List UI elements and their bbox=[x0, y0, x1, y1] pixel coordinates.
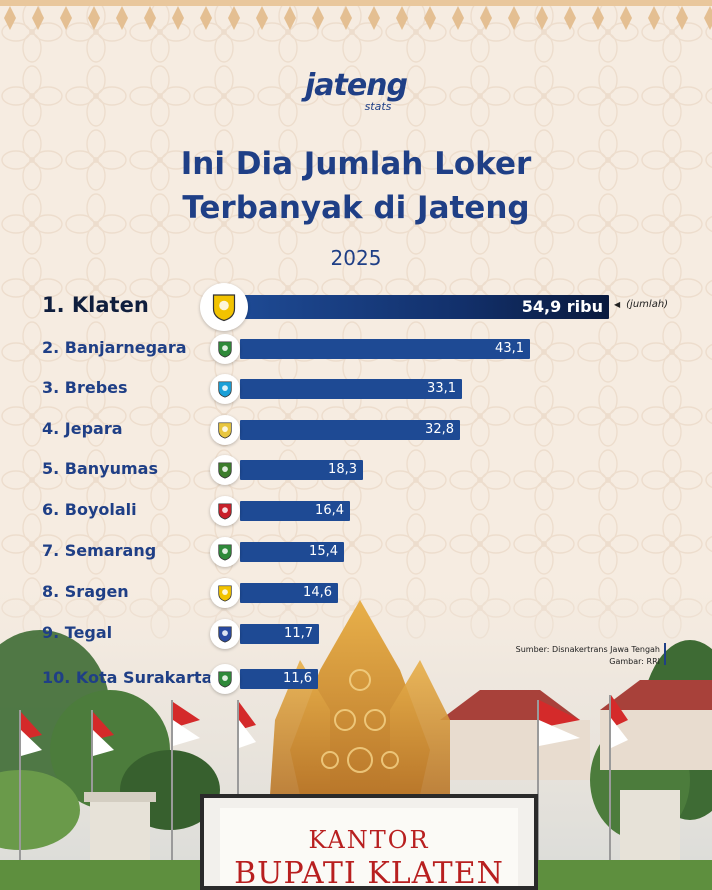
bar-value-label: 14,6 bbox=[303, 585, 332, 600]
source-divider bbox=[664, 643, 666, 665]
sragen-emblem-icon bbox=[210, 578, 240, 608]
title-line-1: Ini Dia Jumlah Loker bbox=[180, 146, 532, 182]
category-label: 3. Brebes bbox=[42, 378, 128, 397]
batik-background-pattern bbox=[0, 0, 712, 640]
tegal-emblem-icon bbox=[210, 619, 240, 649]
bar: 11,7 bbox=[240, 624, 319, 644]
sign-panel: KANTOR BUPATI KLATEN bbox=[220, 808, 518, 890]
bar-value-label: 43,1 bbox=[495, 341, 524, 356]
category-label: 4. Jepara bbox=[42, 419, 123, 438]
category-label: 7. Semarang bbox=[42, 541, 157, 560]
unit-note-text: (jumlah) bbox=[626, 299, 669, 310]
bar: 14,6 bbox=[240, 583, 338, 603]
bar-value-label: 18,3 bbox=[328, 462, 357, 477]
brand-logo: jateng stats bbox=[0, 68, 712, 113]
bar-value-label: 11,6 bbox=[283, 671, 312, 686]
category-label: 2. Banjarnegara bbox=[42, 338, 187, 357]
pointer-triangle-icon: ◀ bbox=[614, 300, 621, 309]
semarang-emblem-icon bbox=[210, 537, 240, 567]
category-label: 10. Kota Surakarta bbox=[42, 668, 213, 687]
klaten-emblem-icon bbox=[200, 283, 248, 331]
bar: 18,3 bbox=[240, 460, 363, 480]
category-label: 5. Banyumas bbox=[42, 459, 158, 478]
bar-value-label: 54,9 ribu bbox=[521, 297, 603, 316]
source-text: Sumber: Disnakertrans Jawa Tengah bbox=[515, 645, 660, 654]
bar-value-label: 16,4 bbox=[315, 503, 344, 518]
surakarta-emblem-icon bbox=[210, 664, 240, 694]
bar-value-label: 11,7 bbox=[284, 626, 313, 641]
banjarnegara-emblem-icon bbox=[210, 334, 240, 364]
category-label: 1. Klaten bbox=[42, 293, 149, 317]
bar: 16,4 bbox=[240, 501, 350, 521]
image-credit-text: Gambar: RRI bbox=[609, 657, 660, 666]
category-label: 6. Boyolali bbox=[42, 500, 137, 519]
kantor-sign: KANTOR BUPATI KLATEN bbox=[200, 794, 538, 890]
source-credit: Sumber: Disnakertrans Jawa Tengah Gambar… bbox=[516, 644, 660, 668]
boyolali-emblem-icon bbox=[210, 496, 240, 526]
banyumas-emblem-icon bbox=[210, 455, 240, 485]
jepara-emblem-icon bbox=[210, 415, 240, 445]
category-label: 9. Tegal bbox=[42, 623, 113, 642]
sign-line-2: BUPATI KLATEN bbox=[234, 856, 504, 890]
unit-note: ◀ (jumlah) bbox=[614, 299, 668, 310]
bar: 54,9 ribu bbox=[240, 295, 609, 319]
page-title: Ini Dia Jumlah Loker Terbanyak di Jateng bbox=[0, 142, 712, 230]
brand-name: jateng bbox=[304, 68, 408, 103]
bar-value-label: 15,4 bbox=[309, 544, 338, 559]
bar: 43,1 bbox=[240, 339, 530, 359]
decorative-top-border bbox=[0, 0, 712, 30]
bar: 32,8 bbox=[240, 420, 460, 440]
bar: 33,1 bbox=[240, 379, 462, 399]
title-line-2: Terbanyak di Jateng bbox=[182, 190, 530, 226]
bar-value-label: 33,1 bbox=[427, 381, 456, 396]
bar-value-label: 32,8 bbox=[425, 422, 454, 437]
chart-subtitle-year: 2025 bbox=[330, 246, 382, 270]
bar: 11,6 bbox=[240, 669, 318, 689]
brand-tagline: stats bbox=[364, 100, 392, 113]
brebes-emblem-icon bbox=[210, 374, 240, 404]
category-label: 8. Sragen bbox=[42, 582, 129, 601]
bar: 15,4 bbox=[240, 542, 344, 562]
sign-line-1: KANTOR bbox=[308, 826, 430, 854]
